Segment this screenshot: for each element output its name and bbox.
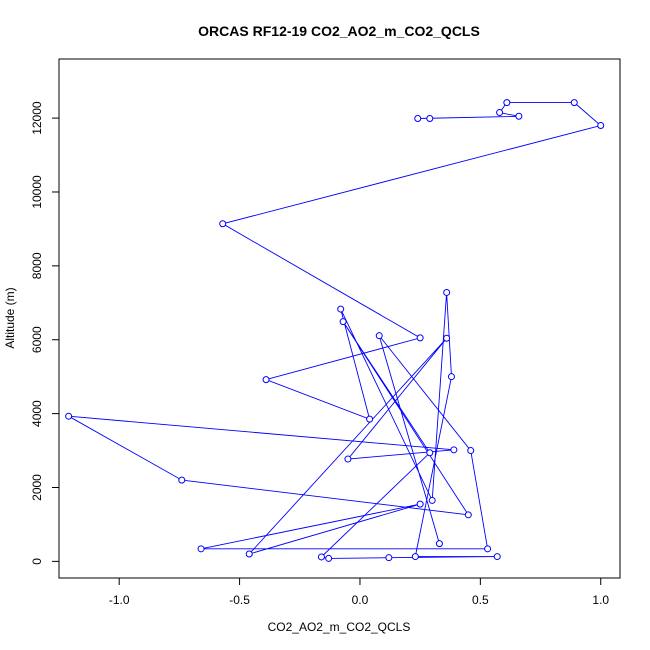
y-tick-label: 8000 <box>30 252 44 279</box>
data-point <box>450 446 458 454</box>
data-point <box>467 447 475 455</box>
data-point <box>597 121 605 129</box>
data-point <box>493 553 501 561</box>
y-tick-label: 6000 <box>30 326 44 353</box>
data-point <box>325 554 333 562</box>
x-axis-label: CO2_AO2_m_CO2_QCLS <box>268 620 411 634</box>
series-line <box>68 102 602 559</box>
y-tick-label: 0 <box>30 558 44 565</box>
data-point <box>443 288 451 296</box>
data-point <box>245 550 253 558</box>
data-point <box>496 109 504 117</box>
data-point <box>65 412 73 420</box>
data-point <box>317 553 325 561</box>
x-tick-label: -1.0 <box>109 593 130 607</box>
data-point <box>344 455 352 463</box>
x-tick-label: -0.5 <box>229 593 250 607</box>
plot-frame <box>58 58 621 579</box>
y-axis-label: Altitude (m) <box>3 287 17 348</box>
x-axis: -1.0 -0.5 0.0 0.5 1.0 <box>109 578 609 607</box>
data-point <box>570 99 578 107</box>
data-point <box>503 99 511 107</box>
data-point <box>385 554 393 562</box>
data-point <box>178 476 186 484</box>
data-point <box>339 318 347 326</box>
x-tick-label: 0.0 <box>352 593 369 607</box>
y-tick-label: 4000 <box>30 400 44 427</box>
y-tick-label: 2000 <box>30 474 44 501</box>
data-point <box>515 112 523 120</box>
y-axis: 0 2000 4000 6000 8000 10000 12000 <box>30 101 59 565</box>
data-point <box>447 373 455 381</box>
data-point <box>416 334 424 342</box>
data-point <box>428 496 436 504</box>
data-point <box>219 220 227 228</box>
data-point <box>337 305 345 313</box>
data-point <box>262 376 270 384</box>
data-point <box>375 332 383 340</box>
data-point <box>443 334 451 342</box>
data-point <box>197 545 205 553</box>
data-point <box>426 114 434 122</box>
data-point <box>414 114 422 122</box>
data-point <box>484 545 492 553</box>
y-tick-label: 10000 <box>30 175 44 209</box>
data-point <box>416 500 424 508</box>
data-point <box>411 553 419 561</box>
data-point <box>435 540 443 548</box>
x-tick-label: 0.5 <box>472 593 489 607</box>
y-tick-label: 12000 <box>30 101 44 135</box>
chart-title: ORCAS RF12-19 CO2_AO2_m_CO2_QCLS <box>198 23 480 39</box>
series-layer <box>65 99 605 562</box>
data-point <box>464 511 472 519</box>
data-point <box>426 449 434 457</box>
x-tick-label: 1.0 <box>592 593 609 607</box>
data-point <box>366 415 374 423</box>
